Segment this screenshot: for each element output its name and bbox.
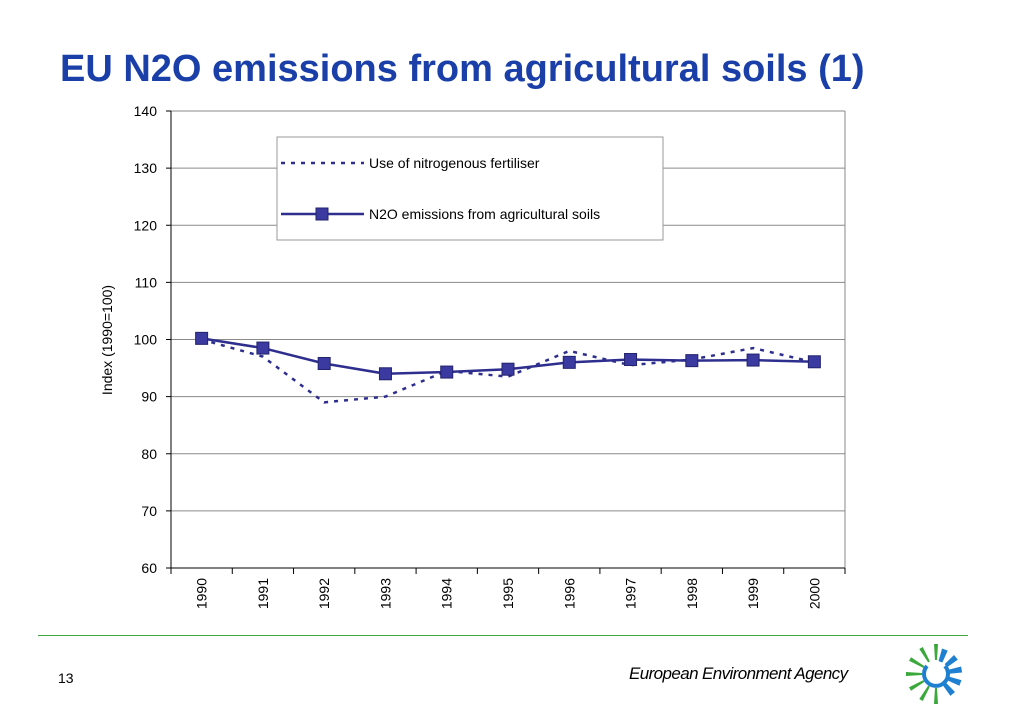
data-point-emissions — [562, 355, 576, 369]
chart-legend: Use of nitrogenous fertiliser N2O emissi… — [276, 136, 664, 241]
data-point-emissions — [317, 356, 331, 370]
y-tick-label: 60 — [141, 560, 157, 576]
x-tick-label: 1991 — [255, 578, 271, 609]
slide-title: EU N2O emissions from agricultural soils… — [60, 48, 865, 90]
legend-label-fertiliser: Use of nitrogenous fertiliser — [369, 155, 540, 171]
x-tick-label: 1992 — [316, 578, 332, 609]
x-tick-label: 1998 — [684, 578, 700, 609]
data-point-emissions — [807, 355, 821, 369]
data-point-emissions — [378, 367, 392, 381]
y-tick-label: 100 — [134, 332, 158, 348]
chart-series — [195, 331, 821, 404]
eea-logo-icon — [906, 644, 963, 704]
y-tick-label: 110 — [135, 274, 158, 290]
x-tick-label: 1995 — [500, 578, 516, 609]
y-axis-label: Index (1990=100) — [99, 285, 115, 395]
x-tick-label: 1996 — [561, 578, 577, 609]
page-number: 13 — [58, 670, 74, 686]
data-point-emissions — [195, 331, 209, 345]
chart-axes — [166, 110, 846, 574]
data-point-emissions — [624, 352, 638, 366]
y-tick-label: 140 — [134, 103, 158, 119]
legend-box — [276, 136, 664, 241]
y-tick-label: 70 — [141, 503, 157, 519]
line-chart: 60 70 80 90 100 110 120 130 140 1990 1991 1992 1993 1… — [99, 103, 846, 609]
x-tick-label: 1993 — [377, 578, 393, 609]
y-tick-label: 130 — [134, 160, 158, 176]
data-point-emissions — [685, 354, 699, 368]
agency-name: European Environment Agency — [629, 664, 848, 683]
data-point-emissions — [746, 353, 760, 367]
legend-marker-emissions — [315, 207, 329, 221]
x-tick-label: 1999 — [745, 578, 761, 609]
y-tick-label: 120 — [134, 217, 158, 233]
data-point-emissions — [501, 362, 515, 376]
data-point-emissions — [440, 365, 454, 379]
x-tick-label: 2000 — [806, 578, 822, 609]
y-tick-label: 90 — [141, 389, 157, 405]
series-line-fertiliser — [201, 338, 815, 404]
legend-label-emissions: N2O emissions from agricultural soils — [369, 206, 600, 222]
chart-tick-labels: 60 70 80 90 100 110 120 130 140 1990 1991 1992 1993 1… — [134, 103, 823, 609]
footer-divider — [38, 635, 968, 636]
x-tick-label: 1997 — [623, 578, 639, 609]
x-tick-label: 1990 — [194, 578, 210, 609]
x-tick-label: 1994 — [439, 578, 455, 609]
data-point-emissions — [256, 341, 270, 355]
y-tick-label: 80 — [141, 446, 157, 462]
